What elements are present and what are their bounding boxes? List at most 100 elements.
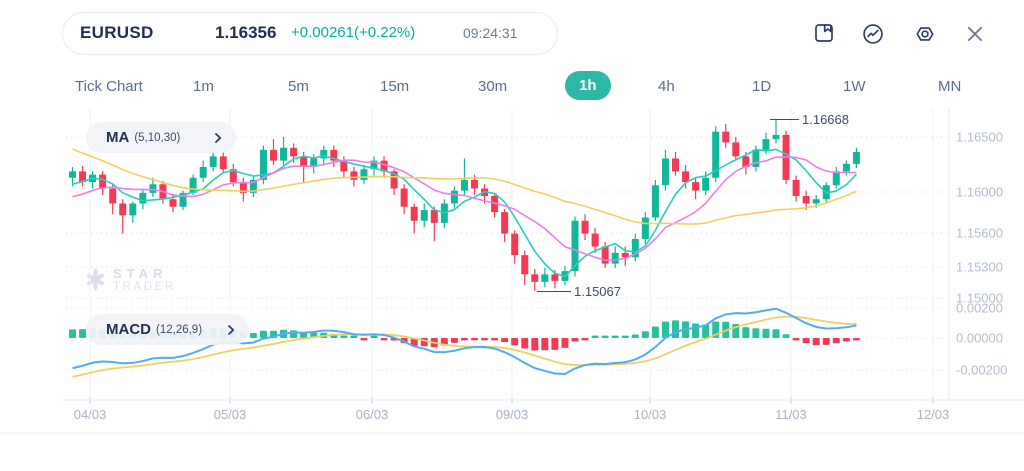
macd-histogram-bar [501,338,509,343]
price-axis-label: 1.15000 [956,291,1003,306]
candle-body [842,163,850,172]
candle-body [290,147,298,157]
tab-5m[interactable]: 5m [288,78,309,95]
candle-body [571,220,579,272]
candle-body [270,149,277,161]
quote-header: EURUSD 1.16356 +0.00261(+0.22%) 09:24:31 [62,12,558,55]
macd-histogram-bar [450,338,458,343]
x-axis-label: 09/03 [496,407,529,422]
annotation-line [770,118,799,120]
candle-body [511,233,519,256]
candle-body [109,188,117,204]
candle-body [69,171,76,178]
candle-body [310,158,318,168]
candle-body [591,233,599,247]
price-axis-label: 1.15300 [956,260,1003,275]
macd-histogram-bar [460,338,468,341]
candle-body [199,167,207,178]
x-axis-label: 06/03 [356,407,389,422]
macd-histogram-bar [350,335,358,338]
price-axis-label: 1.16500 [956,130,1003,145]
price-change: +0.00261(+0.22%) [291,24,416,41]
candle-body [280,147,288,161]
watermark-line1: STAR [113,266,168,281]
quote-time: 09:24:31 [463,25,518,41]
candle-body [300,156,308,168]
tab-1d[interactable]: 1D [752,78,772,95]
macd-histogram-bar [621,335,629,338]
candle-body [551,274,559,281]
candle-body [169,199,177,207]
macd-histogram-bar [762,328,770,338]
macd-histogram-bar [79,329,87,338]
macd-histogram-bar [370,335,378,338]
tab-1w[interactable]: 1W [843,78,866,95]
candle-body [581,220,589,234]
macd-histogram-bar [69,329,76,338]
high-price-label: 1.16668 [802,111,849,127]
ma-indicator-pill[interactable]: MA (5,10,30) [86,122,236,153]
bookmark-icon [815,24,833,42]
candle-body [601,246,609,264]
ma-label: MA [106,129,130,146]
candle-body [471,179,478,189]
macd-histogram-bar [812,338,820,346]
macd-axis-label: 0.00000 [956,331,1003,346]
candle-body [732,142,740,157]
candle-body [792,179,800,197]
candle-body [812,199,820,204]
macd-histogram-bar [601,335,609,338]
ma30-line [72,148,857,225]
candle-body [259,149,267,180]
ma-params: (5,10,30) [134,131,181,144]
tab-30m[interactable]: 30m [478,78,508,95]
macd-histogram-bar [561,338,569,348]
tab-tick-chart[interactable]: Tick Chart [75,78,143,95]
tab-mn[interactable]: MN [938,78,962,95]
candle-body [239,182,247,193]
x-axis-label: 12/03 [917,407,950,422]
macd-histogram-bar [491,338,499,341]
candle-body [430,209,438,223]
macd-histogram-bar [591,335,599,338]
candle-body [661,158,669,186]
gear-hexagon-icon [916,27,934,41]
macd-histogram-bar [782,334,790,338]
chevron-right-icon [214,132,222,144]
candle-body [752,149,760,168]
candle-body [501,212,509,234]
candle-body [350,171,358,180]
candle-body [702,177,710,191]
watermark-line2: TRADER [113,281,176,293]
candle-body [521,255,529,275]
save-layout-button[interactable] [813,23,835,45]
candle-body [491,196,499,213]
macd-label: MACD [106,321,151,338]
high-price-annotation: 1.16668 [770,111,849,127]
macd-histogram-bar [571,338,579,342]
candle-body [832,171,840,186]
indicators-button[interactable] [862,23,884,45]
candle-body [139,192,147,204]
tab-1m[interactable]: 1m [193,78,214,95]
tab-4h[interactable]: 4h [658,78,675,95]
candle-body [692,182,700,191]
candle-body [450,190,458,204]
candle-body [641,217,649,239]
close-button[interactable] [964,23,986,45]
low-price-label: 1.15067 [574,283,621,299]
settings-button[interactable] [914,23,936,45]
macd-indicator-pill[interactable]: MACD (12,26,9) [86,314,249,345]
tab-1h[interactable]: 1h [565,71,611,100]
candle-body [360,169,368,180]
candle-body [541,274,549,282]
macd-histogram-bar [742,327,750,338]
tab-15m[interactable]: 15m [380,78,410,95]
candle-body [209,156,217,168]
macd-histogram-bar [541,338,549,351]
macd-histogram-bar [802,338,810,344]
ma5-line [72,148,857,278]
candle-body [410,206,418,221]
